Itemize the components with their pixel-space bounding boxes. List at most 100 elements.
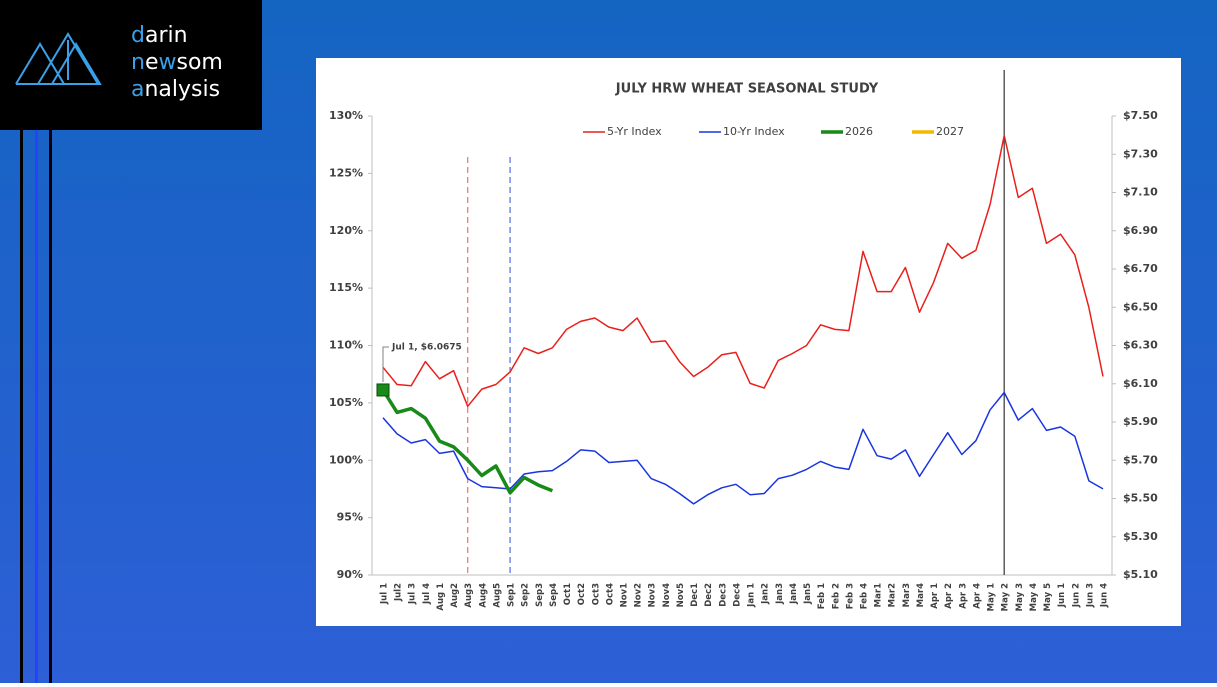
legend-label: 2026 [845,125,873,138]
x-tick-label: Mar2 [888,583,898,607]
logo-line: darin [131,23,188,48]
logo-segment: nalysis [144,77,220,102]
x-tick-label: Aug3 [464,583,474,608]
x-tick-label: Aug2 [450,583,460,608]
y2-tick-label: $6.90 [1123,224,1158,237]
x-tick-label: Sep3 [535,583,545,607]
y2-tick-label: $5.10 [1123,568,1158,581]
x-tick-label: May 3 [1015,583,1025,611]
legend-label: 5-Yr Index [607,125,662,138]
logo-box [0,0,262,130]
logo-segment: arin [145,23,188,48]
series-line [382,134,1104,408]
x-tick-label: Aug5 [492,583,502,608]
y2-tick-label: $5.30 [1123,530,1158,543]
logo-segment: som [177,50,223,75]
logo-segment: e [145,50,159,75]
y-tick-label: 90% [337,568,363,581]
x-tick-label: Apr 4 [972,583,982,609]
logo-line: newsom [131,50,223,75]
y-tick-label: 95% [337,511,363,524]
x-tick-label: Jan3 [775,583,785,605]
x-tick-label: Apr 1 [930,583,940,609]
x-tick-label: Jun 1 [1057,583,1067,608]
y2-tick-label: $6.30 [1123,339,1158,352]
logo-mark [15,32,102,85]
x-tick-label: Mar4 [916,583,926,607]
x-tick-label: Jan5 [803,583,813,605]
y-tick-label: 115% [329,281,363,294]
side-bar [35,128,38,683]
x-tick-label: Feb 1 [817,583,827,609]
y2-tick-label: $7.50 [1123,109,1158,122]
x-tick-label: Oct1 [563,583,573,605]
x-tick-label: Feb 2 [831,583,841,609]
y2-tick-label: $6.70 [1123,262,1158,275]
x-tick-label: Jan4 [789,583,799,605]
x-tick-label: Sep4 [549,583,559,607]
y-tick-label: 130% [329,109,363,122]
x-tick-label: Nov5 [676,583,686,607]
x-tick-label: Jul 1 [380,583,390,605]
x-tick-label: Oct2 [577,583,587,605]
x-tick-label: Nov3 [648,583,658,607]
x-tick-label: Jul 4 [422,583,432,605]
x-tick-label: Jul 3 [408,583,418,605]
logo-segment: d [131,23,145,48]
y2-tick-label: $5.50 [1123,492,1158,505]
logo-segment: a [131,77,144,102]
y2-tick-label: $5.70 [1123,453,1158,466]
y2-tick-label: $6.10 [1123,377,1158,390]
x-tick-label: Jun 4 [1100,583,1110,608]
x-tick-label: May 1 [987,583,997,611]
x-tick-label: Jun 3 [1085,583,1095,608]
x-tick-label: Mar1 [874,583,884,607]
x-tick-label: Dec2 [704,583,714,607]
logo-line: analysis [131,77,220,102]
x-tick-label: May 4 [1029,583,1039,611]
x-tick-label: Mar3 [902,583,912,607]
series-line [381,389,554,495]
x-tick-label: Aug4 [478,583,488,608]
y-tick-label: 110% [329,339,363,352]
x-tick-label: Sep1 [507,583,517,607]
x-tick-label: Nov1 [620,583,630,607]
logo-segment: w [159,50,177,75]
x-tick-label: Nov2 [634,583,644,607]
x-tick-label: Apr 3 [958,583,968,609]
annotation-marker [376,383,390,397]
x-tick-label: Oct4 [605,583,615,605]
x-tick-label: Jan2 [761,583,771,605]
y-tick-label: 100% [329,453,363,466]
y2-tick-label: $7.30 [1123,147,1158,160]
chart-title: JULY HRW WHEAT SEASONAL STUDY [615,82,879,97]
series-line [382,391,1104,505]
x-tick-label: Dec3 [718,583,728,607]
y2-tick-label: $6.50 [1123,300,1158,313]
annotation-label: Jul 1, $6.0675 [391,342,462,352]
x-tick-label: Feb 3 [845,583,855,609]
x-tick-label: Jun 2 [1071,583,1081,608]
x-tick-label: Aug 1 [436,583,446,611]
legend-label: 10-Yr Index [723,125,785,138]
side-bar [20,128,23,683]
y-tick-label: 105% [329,396,363,409]
x-tick-label: May 5 [1043,583,1053,611]
x-tick-label: Apr 2 [944,583,954,609]
x-tick-label: Sep2 [521,583,531,607]
x-tick-label: Oct3 [591,583,601,605]
legend-label: 2027 [936,125,964,138]
chart-panel [316,58,1181,626]
x-tick-label: Feb 4 [860,583,870,609]
logo-segment: n [131,50,145,75]
x-tick-label: Dec1 [690,583,700,607]
y-tick-label: 120% [329,224,363,237]
y-tick-label: 125% [329,166,363,179]
y2-tick-label: $5.90 [1123,415,1158,428]
x-tick-label: Nov4 [662,583,672,607]
side-bar [49,128,52,683]
x-tick-label: Jul2 [394,583,404,602]
y2-tick-label: $7.10 [1123,186,1158,199]
